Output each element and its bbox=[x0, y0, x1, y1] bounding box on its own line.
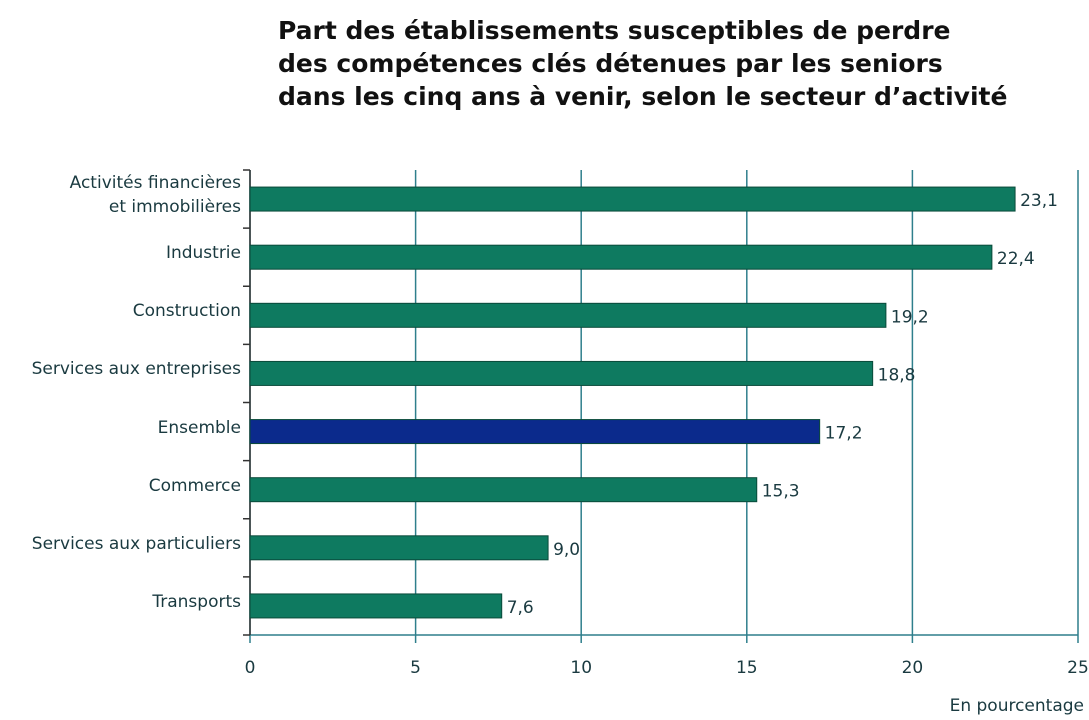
bar bbox=[249, 360, 874, 386]
y-tick-label: Transports bbox=[152, 591, 241, 612]
bar bbox=[249, 186, 1016, 212]
x-tick-label: 25 bbox=[1067, 658, 1089, 678]
y-tick-label: Services aux particuliers bbox=[31, 533, 241, 554]
value-label: 15,3 bbox=[762, 482, 800, 502]
x-tick-label: 0 bbox=[245, 658, 256, 678]
y-tick-label: Services aux entreprises bbox=[31, 359, 241, 380]
y-tick-label: Industrie bbox=[165, 243, 241, 264]
value-label: 19,2 bbox=[891, 307, 929, 327]
x-axis-label: En pourcentage bbox=[950, 696, 1084, 716]
bar bbox=[249, 244, 993, 270]
value-label: 22,4 bbox=[997, 249, 1035, 269]
value-label: 18,8 bbox=[878, 365, 916, 385]
value-label: 23,1 bbox=[1020, 191, 1058, 211]
x-tick-label: 15 bbox=[736, 658, 758, 678]
bar bbox=[249, 593, 503, 619]
chart-title: Part des établissements susceptibles de … bbox=[278, 16, 1008, 111]
x-tick-label: 20 bbox=[902, 658, 924, 678]
y-tick-label: Activités financières et immobilières bbox=[69, 173, 241, 218]
value-label: 7,6 bbox=[507, 598, 534, 618]
y-tick-label: Ensemble bbox=[157, 417, 241, 438]
value-label: 17,2 bbox=[825, 424, 863, 444]
y-tick-label: Commerce bbox=[148, 475, 241, 496]
value-label: 9,0 bbox=[553, 540, 580, 560]
bar bbox=[249, 302, 887, 328]
y-tick-label: Construction bbox=[132, 301, 241, 322]
bar bbox=[249, 419, 821, 445]
bar bbox=[249, 535, 549, 561]
x-tick-label: 10 bbox=[570, 658, 592, 678]
x-tick-label: 5 bbox=[410, 658, 421, 678]
bar bbox=[249, 477, 758, 503]
